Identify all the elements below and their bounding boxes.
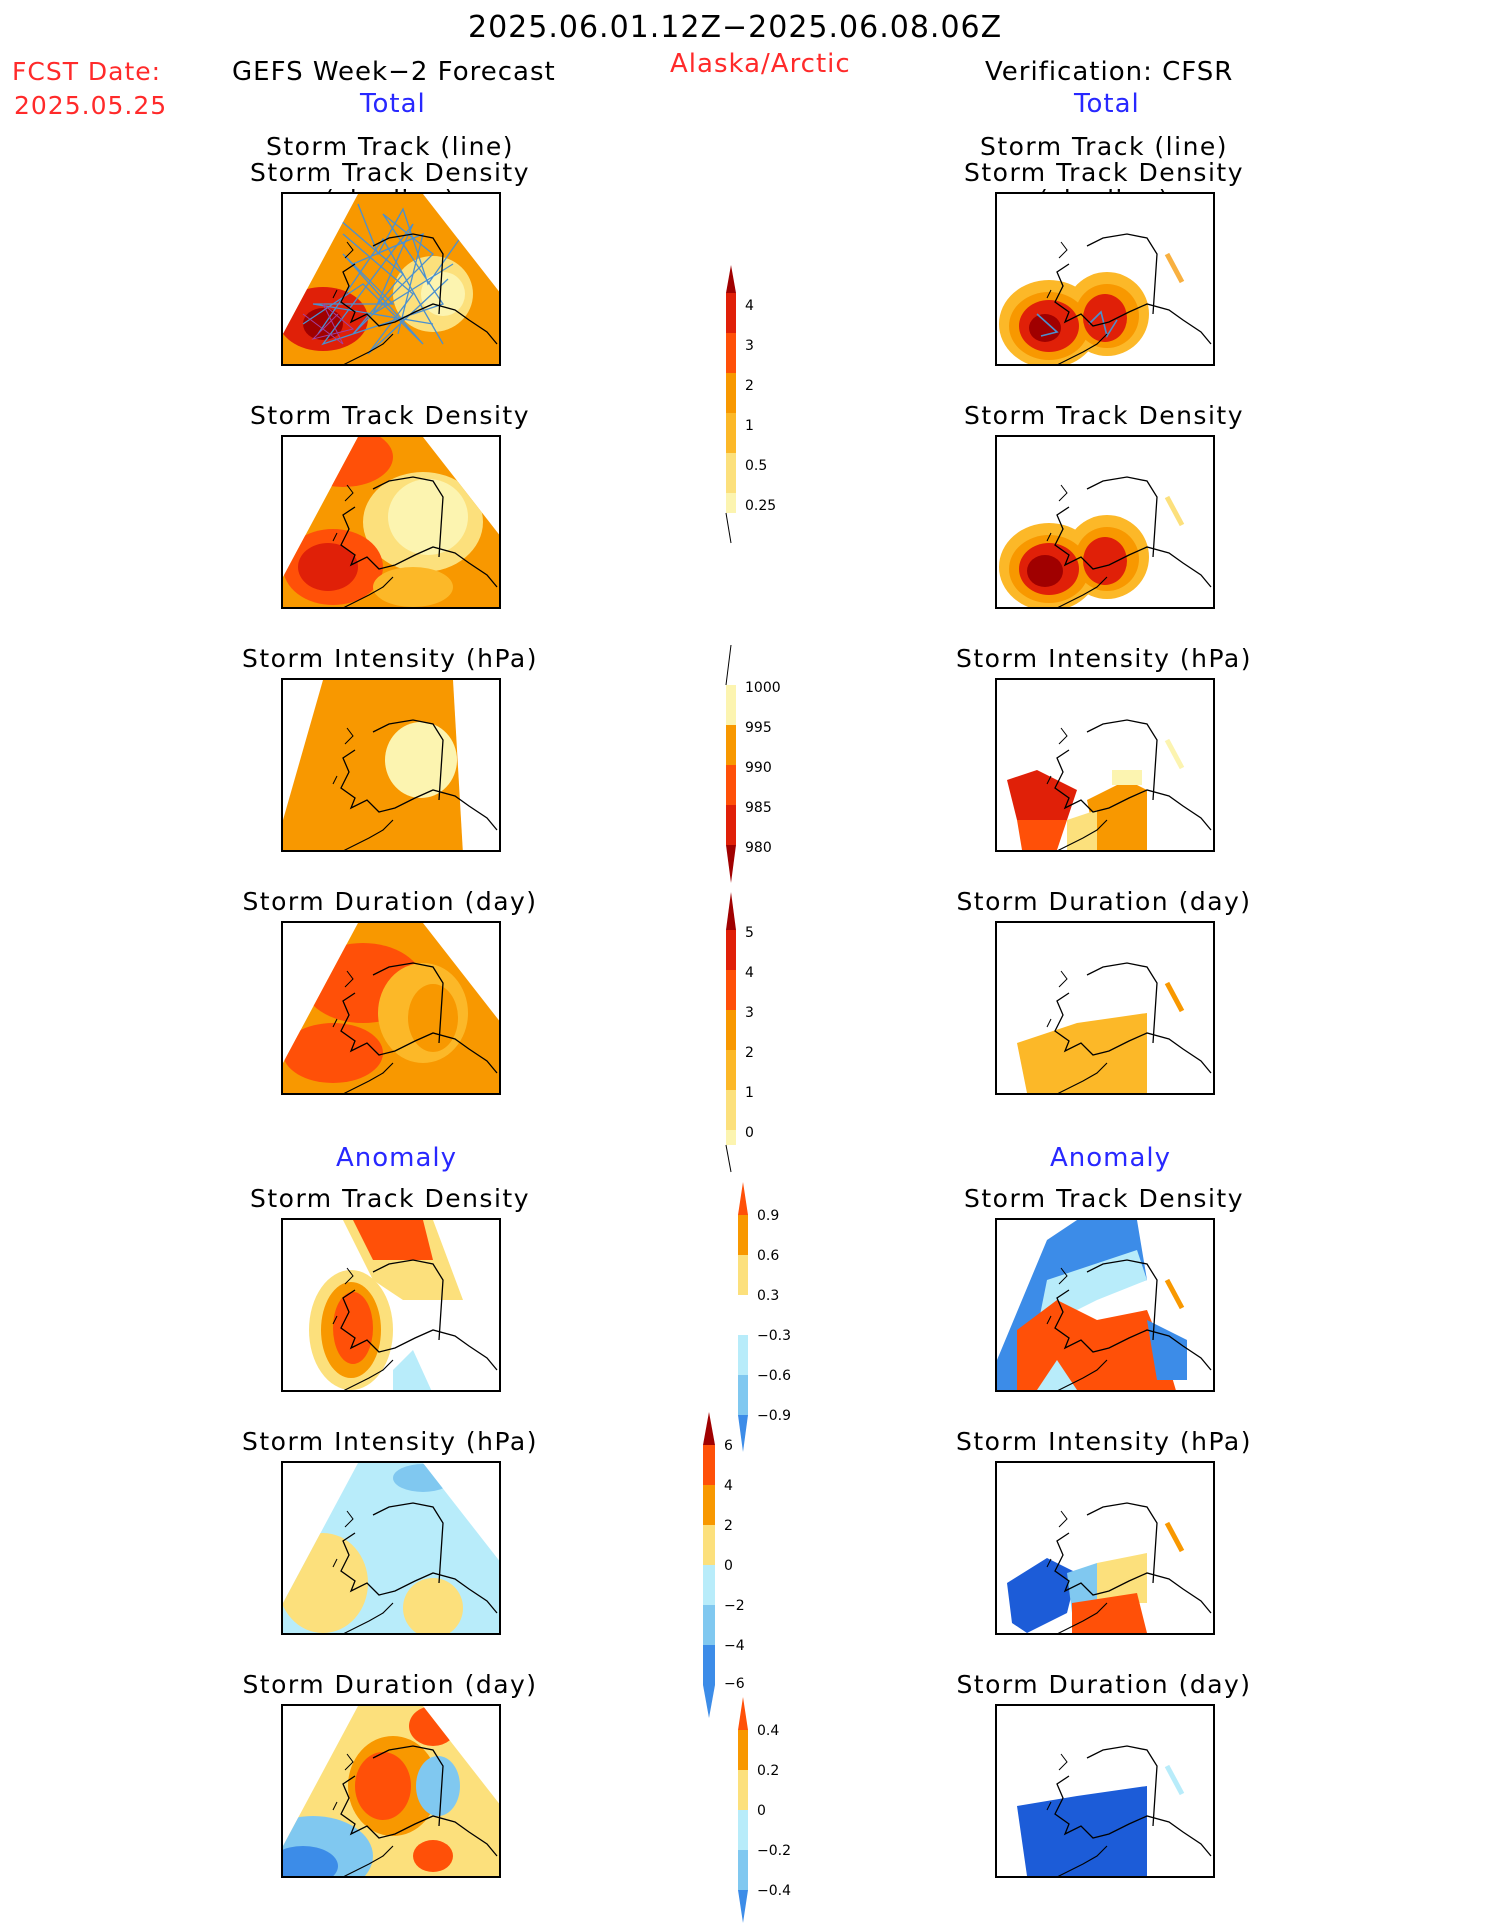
colorbar-tick-label: −0.9 (757, 1408, 791, 1424)
fc-duration-map (281, 921, 501, 1095)
vf-intensity-title: Storm Intensity (hPa) (956, 644, 1252, 673)
fc-anom-duration-map (281, 1704, 501, 1878)
anom-duration-colorbar: 0.4 0.2 0 −0.2 −0.4 (737, 1695, 791, 1929)
colorbar-tick-label: 990 (745, 760, 772, 776)
verification-anomaly-label: Anomaly (1050, 1143, 1172, 1173)
colorbar-tick-label: 980 (745, 840, 772, 856)
colorbar-tick-label: 0.6 (757, 1248, 780, 1264)
anom-density-colorbar: 0.9 0.6 0.3 −0.3 −0.6 −0.9 (737, 1180, 791, 1459)
fc-intensity-title: Storm Intensity (hPa) (242, 644, 538, 673)
colorbar-tick-label: 2 (745, 378, 754, 394)
date-range-title: 2025.06.01.12Z−2025.06.08.06Z (468, 10, 1003, 45)
colorbar-tick-label: 0 (724, 1558, 733, 1574)
vf-intensity-map (995, 678, 1215, 852)
vf-duration-map (995, 921, 1215, 1095)
colorbar-tick-label: 0.25 (745, 498, 777, 514)
colorbar-tick-label: 0.4 (757, 1723, 780, 1739)
colorbar-tick-label: −6 (724, 1676, 745, 1692)
colorbar-tick-label: 1 (745, 1085, 754, 1101)
vf-anom-intensity-title: Storm Intensity (hPa) (956, 1427, 1252, 1456)
vf-track-density-title: Storm Track Density (963, 401, 1244, 430)
colorbar-tick-label: 985 (745, 800, 772, 816)
colorbar-tick-label: 6 (724, 1438, 733, 1454)
colorbar-tick-label: −0.4 (757, 1883, 791, 1899)
colorbar-tick-label: 0.5 (745, 458, 768, 474)
fcst-date-label: FCST Date: (12, 57, 162, 86)
colorbar-tick-label: −2 (724, 1598, 745, 1614)
total-density-colorbar: 4 3 2 1 0.5 0.25 (725, 263, 776, 552)
fc-anom-intensity-map (281, 1461, 501, 1635)
colorbar-tick-label: 3 (745, 338, 754, 354)
colorbar-tick-label: 3 (745, 1005, 754, 1021)
vf-anom-intensity-map (995, 1461, 1215, 1635)
fc-track-density-title: Storm Track Density (249, 401, 530, 430)
colorbar-tick-label: 5 (745, 925, 754, 941)
colorbar-tick-label: 1000 (745, 680, 781, 696)
verification-title: Verification: CFSR (985, 57, 1234, 87)
vf-anom-duration-title: Storm Duration (day) (956, 1670, 1252, 1699)
colorbar-tick-label: 995 (745, 720, 772, 736)
forecast-total-label: Total (360, 89, 426, 119)
colorbar-tick-label: −0.6 (757, 1368, 791, 1384)
colorbar-tick-label: 2 (745, 1045, 754, 1061)
region-title: Alaska/Arctic (670, 49, 851, 79)
colorbar-tick-label: 1 (745, 418, 754, 434)
colorbar-tick-label: 0.3 (757, 1288, 780, 1304)
fc-anom-density-map (281, 1218, 501, 1392)
anom-intensity-colorbar: 6 4 2 0 −2 −4 −6 (702, 1410, 745, 1724)
fc-anom-intensity-title: Storm Intensity (hPa) (242, 1427, 538, 1456)
colorbar-tick-label: 0 (745, 1125, 754, 1141)
fc-track-density-map (281, 435, 501, 609)
fc-track-line-map (281, 192, 501, 366)
vf-anom-density-title: Storm Track Density (963, 1184, 1244, 1213)
verification-total-label: Total (1074, 89, 1140, 119)
vf-track-density-map (995, 435, 1215, 609)
fc-duration-title: Storm Duration (day) (242, 887, 538, 916)
colorbar-tick-label: 0.2 (757, 1763, 780, 1779)
colorbar-tick-label: −0.2 (757, 1843, 791, 1859)
colorbar-tick-label: −0.3 (757, 1328, 791, 1344)
total-duration-colorbar: 5 4 3 2 1 0 (725, 890, 754, 1179)
vf-duration-title: Storm Duration (day) (956, 887, 1252, 916)
fcst-date-value: 2025.05.25 (14, 91, 168, 120)
colorbar-tick-label: 4 (745, 298, 754, 314)
colorbar-tick-label: 4 (724, 1478, 733, 1494)
forecast-anomaly-label: Anomaly (336, 1143, 458, 1173)
colorbar-tick-label: 0 (757, 1803, 766, 1819)
fc-anom-duration-title: Storm Duration (day) (242, 1670, 538, 1699)
vf-track-line-title: Storm Track (line) (979, 132, 1229, 161)
vf-anom-density-map (995, 1218, 1215, 1392)
forecast-title: GEFS Week−2 Forecast (232, 57, 556, 87)
colorbar-tick-label: 0.9 (757, 1208, 780, 1224)
vf-anom-duration-map (995, 1704, 1215, 1878)
total-intensity-colorbar: 1000 995 990 985 980 (725, 644, 781, 889)
vf-track-line-map (995, 192, 1215, 366)
fc-anom-density-title: Storm Track Density (249, 1184, 530, 1213)
colorbar-tick-label: 2 (724, 1518, 733, 1534)
colorbar-tick-label: −4 (724, 1638, 745, 1654)
colorbar-tick-label: 4 (745, 965, 754, 981)
fc-track-line-title: Storm Track (line) (265, 132, 515, 161)
fc-intensity-map (281, 678, 501, 852)
